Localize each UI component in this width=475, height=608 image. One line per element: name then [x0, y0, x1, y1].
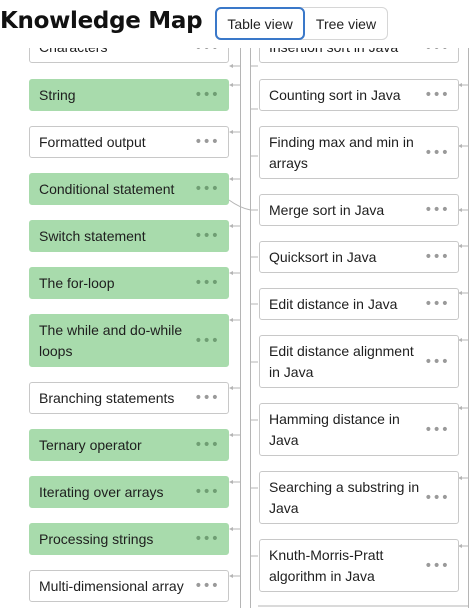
- more-horizontal-icon[interactable]: •••: [424, 296, 449, 312]
- more-horizontal-icon[interactable]: •••: [194, 390, 219, 406]
- table-view-button[interactable]: Table view: [215, 7, 305, 40]
- more-horizontal-icon[interactable]: •••: [194, 531, 219, 547]
- topic-label: Knuth-Morris-Pratt algorithm in Java: [269, 546, 384, 584]
- topic-node-branching-statements[interactable]: Branching statements •••: [29, 382, 229, 414]
- more-horizontal-icon[interactable]: •••: [194, 437, 219, 453]
- topic-node-hamming-distance[interactable]: Hamming distance in Java •••: [259, 403, 459, 456]
- tree-view-button[interactable]: Tree view: [315, 15, 377, 32]
- topic-label: Merge sort in Java: [269, 201, 385, 218]
- topic-label: Formatted output: [39, 133, 146, 150]
- more-horizontal-icon[interactable]: •••: [424, 421, 449, 438]
- topic-label: Iterating over arrays: [39, 483, 164, 500]
- topic-label: Hamming distance in Java: [269, 410, 400, 448]
- topic-label: Edit distance alignment in Java: [269, 342, 414, 380]
- topic-node-multi-dimensional-array[interactable]: Multi-dimensional array •••: [29, 570, 229, 602]
- topic-node-edit-distance[interactable]: Edit distance in Java •••: [259, 288, 459, 320]
- topic-label: Edit distance in Java: [269, 295, 398, 312]
- more-horizontal-icon[interactable]: •••: [424, 353, 449, 370]
- more-horizontal-icon[interactable]: •••: [194, 181, 219, 197]
- topic-node-counting-sort[interactable]: Counting sort in Java •••: [259, 79, 459, 111]
- topic-label: Switch statement: [39, 227, 146, 244]
- topic-label: Processing strings: [39, 530, 154, 547]
- topic-node-while-loops[interactable]: The while and do-while loops •••: [29, 314, 229, 367]
- topic-node-for-loop[interactable]: The for-loop •••: [29, 267, 229, 299]
- more-horizontal-icon[interactable]: •••: [194, 332, 219, 349]
- topic-node-iterating-over-arrays[interactable]: Iterating over arrays •••: [29, 476, 229, 508]
- page-title: Knowledge Map: [0, 8, 203, 34]
- more-horizontal-icon[interactable]: •••: [424, 489, 449, 506]
- topic-node-string[interactable]: String •••: [29, 79, 229, 111]
- topic-node-conditional-statement[interactable]: Conditional statement •••: [29, 173, 229, 205]
- topic-label: Finding max and min in arrays: [269, 133, 414, 171]
- more-horizontal-icon[interactable]: •••: [194, 578, 219, 594]
- more-horizontal-icon[interactable]: •••: [424, 202, 449, 218]
- topic-node-edit-distance-alignment[interactable]: Edit distance alignment in Java •••: [259, 335, 459, 388]
- topic-node-merge-sort[interactable]: Merge sort in Java •••: [259, 194, 459, 226]
- topic-node-switch-statement[interactable]: Switch statement •••: [29, 220, 229, 252]
- topic-label: Branching statements: [39, 389, 175, 406]
- topic-label: Multi-dimensional array: [39, 577, 184, 594]
- topic-node-quicksort[interactable]: Quicksort in Java •••: [259, 241, 459, 273]
- topic-node-finding-max-min[interactable]: Finding max and min in arrays •••: [259, 126, 459, 179]
- topic-label: Counting sort in Java: [269, 86, 401, 103]
- more-horizontal-icon[interactable]: •••: [194, 484, 219, 500]
- more-horizontal-icon[interactable]: •••: [194, 87, 219, 103]
- topic-node-knuth-morris-pratt[interactable]: Knuth-Morris-Pratt algorithm in Java •••: [259, 539, 459, 592]
- more-horizontal-icon[interactable]: •••: [194, 275, 219, 291]
- topic-label: Conditional statement: [39, 180, 175, 197]
- more-horizontal-icon[interactable]: •••: [424, 144, 449, 161]
- more-horizontal-icon[interactable]: •••: [424, 557, 449, 574]
- more-horizontal-icon[interactable]: •••: [424, 249, 449, 265]
- topic-label: The for-loop: [39, 274, 115, 291]
- view-toggle: Table view Tree view: [215, 7, 388, 40]
- topic-label: Searching a substring in Java: [269, 478, 420, 516]
- topic-node-searching-substring[interactable]: Searching a substring in Java •••: [259, 471, 459, 524]
- header: Knowledge Map Table view Tree view: [0, 0, 475, 48]
- more-horizontal-icon[interactable]: •••: [424, 87, 449, 103]
- more-horizontal-icon[interactable]: •••: [194, 228, 219, 244]
- topic-label: Quicksort in Java: [269, 248, 377, 265]
- topic-node-processing-strings[interactable]: Processing strings •••: [29, 523, 229, 555]
- topic-node-ternary-operator[interactable]: Ternary operator •••: [29, 429, 229, 461]
- topic-label: String: [39, 86, 76, 103]
- topic-node-formatted-output[interactable]: Formatted output •••: [29, 126, 229, 158]
- more-horizontal-icon[interactable]: •••: [194, 134, 219, 150]
- topic-label: The while and do-while loops: [39, 321, 183, 359]
- topic-label: Ternary operator: [39, 436, 142, 453]
